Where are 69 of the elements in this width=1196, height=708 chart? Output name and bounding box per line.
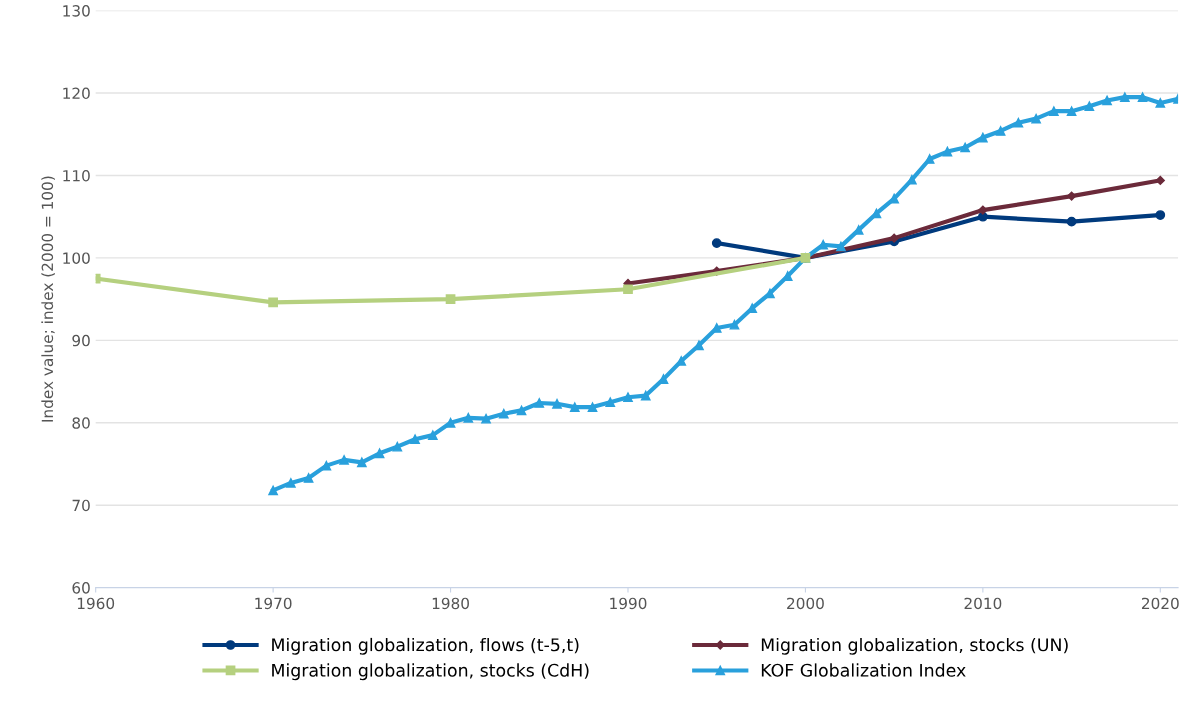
point (392, 441, 403, 452)
legend-label: Migration globalization, flows (t-5,t) (272, 637, 579, 655)
x-tick-label: 1980 (432, 597, 469, 610)
point (356, 457, 367, 468)
legend-label: Migration globalization, stocks (CdH) (272, 663, 589, 681)
point (907, 174, 917, 185)
point (729, 319, 740, 330)
y-tick-label: 60 (72, 582, 90, 594)
point (1031, 113, 1041, 124)
point (481, 413, 491, 424)
point (623, 392, 633, 403)
point (410, 434, 420, 445)
point (1119, 92, 1130, 103)
legend-label: Migration globalization, stocks (UN) (761, 637, 1068, 655)
point (711, 238, 722, 248)
point (978, 205, 988, 215)
point (1066, 106, 1077, 117)
point (552, 398, 562, 409)
point (268, 485, 278, 496)
point (445, 417, 456, 428)
legend-label: KOF Globalization Index (761, 663, 966, 677)
point (303, 473, 314, 483)
y-tick-label: 90 (72, 334, 90, 347)
x-tick-label: 2010 (964, 597, 1002, 610)
point (321, 460, 332, 471)
point (694, 340, 704, 351)
point (516, 405, 527, 416)
point (995, 126, 1006, 136)
point (374, 448, 385, 459)
point (1066, 216, 1077, 227)
point (445, 294, 456, 304)
y-tick-label: 70 (72, 499, 90, 512)
x-tick-label: 2000 (787, 597, 824, 610)
y-axis-title: Index value; index (2000 = 100) (41, 176, 55, 422)
point (1084, 101, 1095, 112)
point (1013, 117, 1024, 128)
point (889, 233, 899, 243)
point (268, 297, 278, 308)
y-tick-label: 110 (63, 169, 90, 182)
point (605, 397, 616, 408)
point (623, 284, 633, 295)
point (1137, 92, 1148, 103)
y-tick-label: 100 (63, 252, 90, 264)
x-tick-label: 1970 (255, 597, 292, 610)
point (286, 478, 296, 488)
point (427, 430, 438, 441)
point (960, 142, 970, 153)
point (978, 132, 988, 143)
y-tick-label: 80 (72, 417, 90, 429)
point (1155, 98, 1166, 108)
point (640, 390, 651, 401)
point (463, 412, 474, 423)
point (569, 402, 580, 412)
point (942, 146, 953, 157)
point (836, 241, 846, 252)
point (1102, 95, 1112, 106)
point (765, 288, 775, 299)
point (924, 154, 935, 164)
x-tick-label: 1960 (77, 597, 115, 610)
x-tick-label: 1990 (610, 597, 647, 610)
point (1048, 106, 1059, 117)
point (1155, 210, 1166, 220)
point (498, 408, 509, 419)
point (339, 455, 349, 465)
point (587, 402, 598, 412)
point (534, 398, 545, 408)
y-tick-label: 130 (63, 5, 90, 17)
x-tick-label: 2020 (1141, 597, 1179, 610)
y-tick-label: 120 (63, 87, 90, 100)
